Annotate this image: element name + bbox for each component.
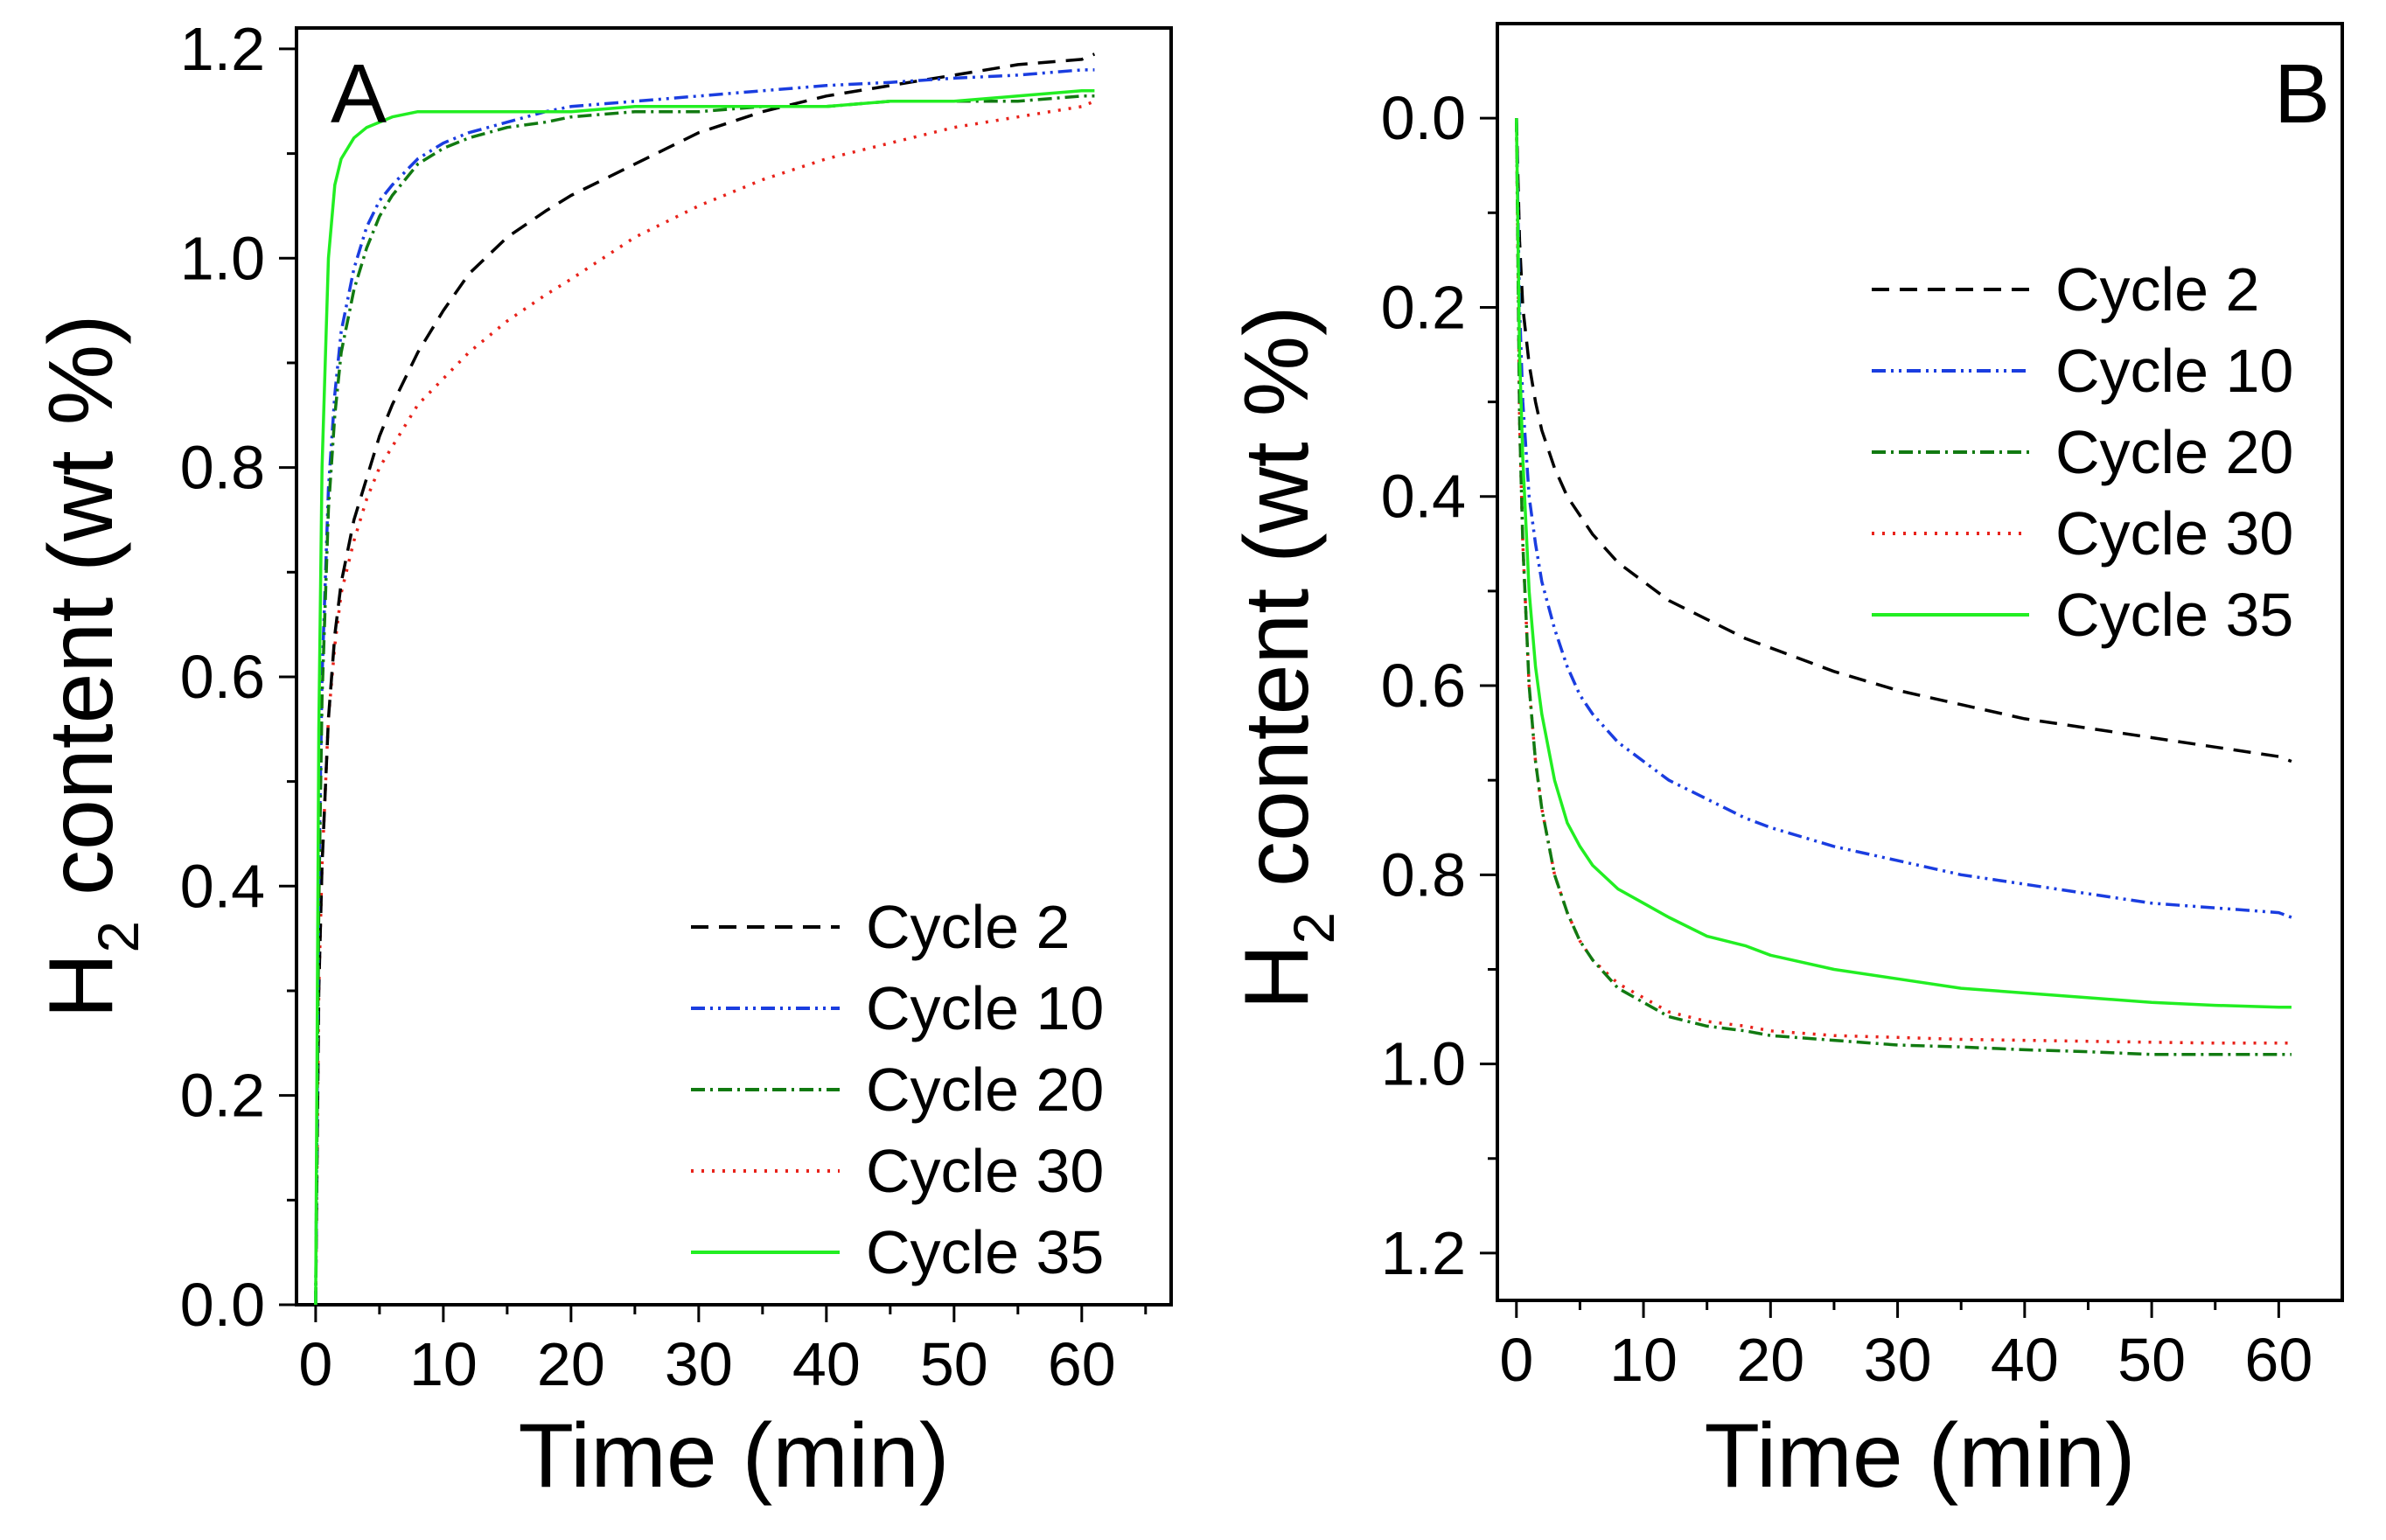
panel-a-y-tick-label-0-6: 0.6 (180, 643, 265, 711)
legend-b-label-cycle-10: Cycle 10 (2055, 337, 2293, 405)
panel-b-y-tick-label-0-4: 0.4 (1381, 463, 1466, 531)
panel-a-x-tick-label-40: 40 (792, 1330, 861, 1398)
panel-b-y-tick-label-1-0: 1.0 (1381, 1030, 1466, 1098)
panel-a-x-ticks: 0 10 20 30 40 50 60 (298, 1305, 1148, 1398)
panel-a-x-axis-label: Time (min) (519, 1405, 950, 1507)
panel-b-y-tick-label-0-8: 0.8 (1381, 840, 1466, 909)
panel-b-y-tick-label-0-0: 0.0 (1381, 84, 1466, 152)
panel-b-x-tick-label-10: 10 (1609, 1326, 1678, 1394)
panel-a-x-tick-label-20: 20 (537, 1330, 605, 1398)
panel-a-y-label-h: H (31, 953, 132, 1019)
panel-a-title: A (331, 47, 387, 141)
panel-b-y-tick-label-1-2: 1.2 (1381, 1219, 1466, 1287)
panel-b-legend: Cycle 2 Cycle 10 Cycle 20 Cycle 30 Cycle… (1872, 255, 2293, 649)
panel-a-x-tick-label-10: 10 (409, 1330, 478, 1398)
panel-b-x-tick-label-50: 50 (2117, 1326, 2186, 1394)
panel-a-x-tick-label-60: 60 (1048, 1330, 1116, 1398)
panel-b-x-axis-label: Time (min) (1705, 1405, 2136, 1507)
legend-a-label-cycle-35: Cycle 35 (866, 1218, 1104, 1286)
panel-b-plot-frame (1496, 22, 2344, 1302)
panel-a-x-tick-label-50: 50 (920, 1330, 988, 1398)
panel-a-y-tick-label-0-0: 0.0 (180, 1271, 265, 1339)
panel-b-series-cycle-30 (1515, 118, 2292, 1045)
panel-b-y-tick-label-0-2: 0.2 (1381, 273, 1466, 341)
panel-a-y-label-rest: content (wt %) (31, 314, 132, 921)
panel-a-y-label-subscript: 2 (86, 921, 150, 953)
panel-b-series-cycle-20 (1515, 118, 2292, 1056)
panel-a-series-cycle-10 (314, 68, 1095, 1306)
panel-a-plot-frame (295, 26, 1173, 1307)
legend-b-label-cycle-2: Cycle 2 (2055, 255, 2259, 324)
legend-a-label-cycle-20: Cycle 20 (866, 1056, 1104, 1124)
panel-a-y-tick-label-0-8: 0.8 (180, 434, 265, 502)
panel-a-series (314, 52, 1096, 1306)
panel-a-y-tick-label-0-4: 0.4 (180, 852, 265, 920)
panel-b-series-cycle-35 (1515, 118, 2292, 1009)
panel-b-x-tick-label-60: 60 (2244, 1326, 2313, 1394)
panel-b-title: B (2274, 47, 2330, 141)
panel-b-series (1515, 118, 2292, 1056)
panel-b: 0 10 20 30 40 50 60 0.0 0.2 0.4 0.6 0.8 1.0 1.2 B Ti… (1226, 22, 2344, 1507)
panel-b-series-cycle-2 (1515, 118, 2292, 763)
panel-a: 0 10 20 30 40 50 60 0.0 0.2 0.4 0.6 0.8 1.0 1.2 A Ti… (31, 15, 1173, 1507)
legend-a-label-cycle-2: Cycle 2 (866, 893, 1070, 961)
panel-b-x-tick-label-0: 0 (1499, 1326, 1533, 1394)
panel-a-series-cycle-35 (314, 89, 1095, 1306)
panel-b-y-label-subscript: 2 (1281, 912, 1346, 944)
panel-b-x-tick-label-20: 20 (1736, 1326, 1804, 1394)
legend-a-label-cycle-30: Cycle 30 (866, 1137, 1104, 1205)
panel-a-y-ticks: 0.0 0.2 0.4 0.6 0.8 1.0 1.2 (180, 15, 297, 1339)
legend-a-label-cycle-10: Cycle 10 (866, 974, 1104, 1042)
panel-a-y-axis-label: H2 content (wt %) (31, 314, 150, 1018)
panel-a-y-tick-label-1-0: 1.0 (180, 224, 265, 292)
panel-b-x-tick-label-30: 30 (1864, 1326, 1932, 1394)
panel-a-y-tick-label-0-2: 0.2 (180, 1062, 265, 1130)
panel-b-y-ticks: 0.0 0.2 0.4 0.6 0.8 1.0 1.2 (1381, 84, 1497, 1287)
panel-b-x-ticks: 0 10 20 30 40 50 60 (1499, 1300, 2313, 1394)
legend-b-label-cycle-20: Cycle 20 (2055, 418, 2293, 486)
panel-a-legend: Cycle 2 Cycle 10 Cycle 20 Cycle 30 Cycle… (691, 893, 1104, 1286)
panel-b-x-tick-label-40: 40 (1991, 1326, 2059, 1394)
panel-b-y-tick-label-0-6: 0.6 (1381, 652, 1466, 720)
panel-b-y-label-rest: content (wt %) (1226, 305, 1328, 912)
panel-a-x-tick-label-0: 0 (298, 1330, 332, 1398)
panel-b-y-label-h: H (1226, 944, 1328, 1010)
panel-b-series-cycle-10 (1515, 118, 2292, 919)
panel-a-y-tick-label-1-2: 1.2 (180, 15, 265, 83)
legend-b-label-cycle-35: Cycle 35 (2055, 581, 2293, 649)
legend-b-label-cycle-30: Cycle 30 (2055, 499, 2293, 568)
panel-a-x-tick-label-30: 30 (665, 1330, 733, 1398)
panel-b-y-axis-label: H2 content (wt %) (1226, 305, 1346, 1009)
